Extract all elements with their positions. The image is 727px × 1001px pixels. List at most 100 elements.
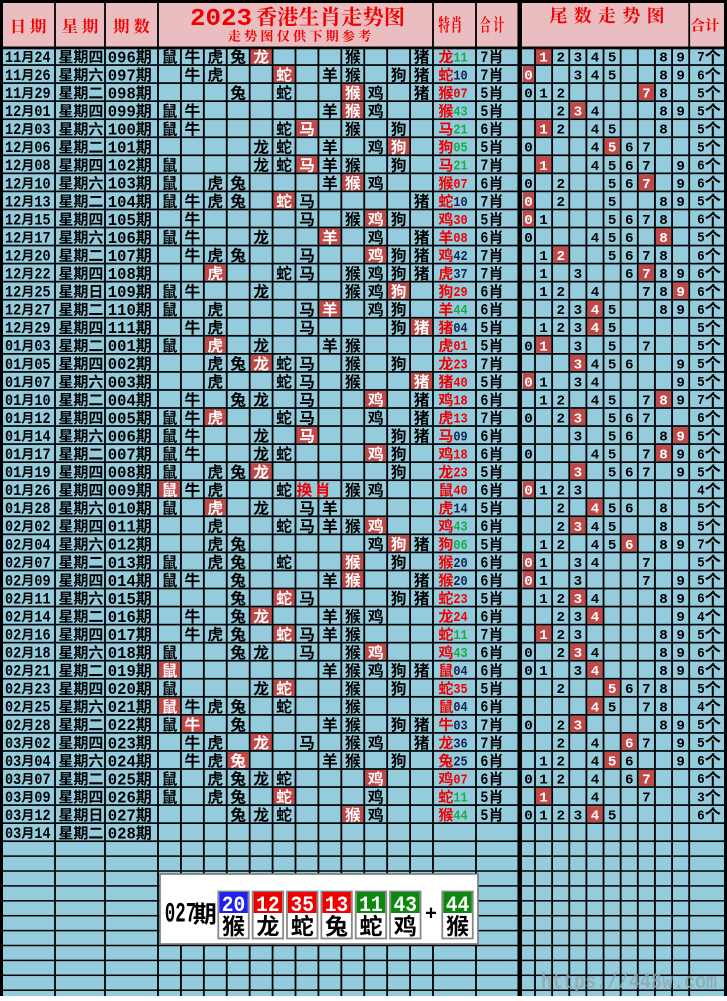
svg-text:7: 7 — [642, 700, 651, 716]
svg-text:6: 6 — [480, 663, 488, 681]
svg-text:6: 6 — [480, 608, 488, 626]
svg-text:01: 01 — [5, 500, 21, 518]
svg-text:0: 0 — [524, 87, 533, 103]
svg-text:03: 03 — [5, 807, 21, 825]
svg-text:3: 3 — [574, 592, 583, 608]
svg-text:44: 44 — [453, 303, 468, 319]
svg-text:2: 2 — [556, 303, 565, 319]
svg-text:9: 9 — [676, 646, 685, 662]
svg-text:02: 02 — [34, 735, 50, 753]
svg-text:009: 009 — [108, 483, 136, 502]
svg-text:2: 2 — [556, 592, 565, 608]
svg-text:5: 5 — [480, 500, 488, 518]
svg-text:0: 0 — [524, 574, 533, 590]
svg-text:03: 03 — [5, 771, 21, 789]
svg-text:5: 5 — [480, 338, 488, 356]
svg-text:107: 107 — [108, 248, 136, 267]
svg-text:40: 40 — [453, 484, 467, 500]
svg-text:110: 110 — [108, 302, 136, 321]
svg-text:6: 6 — [625, 538, 634, 554]
svg-text:6: 6 — [480, 229, 488, 247]
svg-text:5: 5 — [480, 807, 488, 825]
svg-text:08: 08 — [453, 231, 467, 247]
svg-text:43: 43 — [394, 893, 418, 918]
svg-text:2: 2 — [556, 321, 565, 337]
svg-text:1: 1 — [539, 754, 548, 770]
svg-text:27: 27 — [34, 302, 50, 320]
svg-text:5: 5 — [608, 213, 617, 229]
svg-text:9: 9 — [676, 375, 685, 391]
svg-text:5: 5 — [480, 681, 488, 699]
svg-text:01: 01 — [5, 392, 21, 410]
svg-text:10: 10 — [34, 392, 50, 410]
svg-text:03: 03 — [5, 789, 21, 807]
svg-text:02: 02 — [5, 663, 21, 681]
svg-text:6: 6 — [480, 302, 488, 320]
svg-text:4: 4 — [591, 123, 600, 139]
svg-text:25: 25 — [453, 754, 467, 770]
svg-text:8: 8 — [659, 69, 668, 85]
svg-text:02: 02 — [5, 536, 21, 554]
svg-text:20: 20 — [453, 556, 467, 572]
svg-text:11: 11 — [359, 893, 383, 918]
svg-text:6: 6 — [697, 448, 705, 463]
svg-text:12: 12 — [34, 807, 50, 825]
svg-text:4: 4 — [591, 646, 600, 662]
svg-text:3: 3 — [574, 411, 583, 427]
svg-text:21: 21 — [453, 123, 467, 139]
svg-text:3: 3 — [574, 556, 583, 572]
svg-text:4: 4 — [591, 791, 600, 807]
svg-text:100: 100 — [108, 122, 136, 141]
svg-text:1: 1 — [539, 772, 548, 788]
svg-text:8: 8 — [659, 592, 668, 608]
svg-text:35: 35 — [290, 893, 314, 918]
svg-text:0: 0 — [524, 375, 533, 391]
svg-text:11: 11 — [453, 790, 467, 806]
svg-text:4: 4 — [591, 50, 600, 66]
svg-text:101: 101 — [108, 140, 136, 159]
svg-text:2: 2 — [556, 754, 565, 770]
svg-text:01: 01 — [5, 374, 21, 392]
svg-text:7: 7 — [480, 193, 488, 211]
svg-text:11: 11 — [5, 85, 21, 103]
svg-text:5: 5 — [697, 196, 705, 211]
svg-text:018: 018 — [108, 645, 136, 664]
svg-text:4: 4 — [697, 611, 705, 626]
svg-text:4: 4 — [591, 502, 600, 518]
svg-text:1: 1 — [539, 809, 548, 825]
svg-text:2: 2 — [556, 484, 565, 500]
svg-text:5: 5 — [697, 430, 705, 445]
svg-text:5: 5 — [608, 809, 617, 825]
svg-text:7: 7 — [642, 87, 651, 103]
svg-text:5: 5 — [697, 322, 705, 337]
svg-text:6: 6 — [480, 771, 488, 789]
svg-text:6: 6 — [697, 665, 705, 680]
svg-text:6: 6 — [480, 572, 488, 590]
svg-text:5: 5 — [608, 466, 617, 482]
svg-text:9: 9 — [676, 466, 685, 482]
svg-text:008: 008 — [108, 465, 136, 484]
svg-text:9: 9 — [676, 628, 685, 644]
svg-text:37: 37 — [453, 267, 467, 283]
svg-text:04: 04 — [453, 700, 468, 716]
svg-text:04: 04 — [34, 753, 50, 771]
svg-text:2: 2 — [556, 195, 565, 211]
svg-text:12: 12 — [5, 157, 21, 175]
svg-text:004: 004 — [108, 392, 136, 411]
svg-text:3: 3 — [574, 430, 583, 446]
svg-text:5: 5 — [480, 103, 488, 121]
svg-text:4: 4 — [591, 754, 600, 770]
svg-text:8: 8 — [659, 538, 668, 554]
svg-text:4: 4 — [591, 610, 600, 626]
svg-text:7: 7 — [642, 411, 651, 427]
svg-text:12: 12 — [5, 193, 21, 211]
svg-text:4: 4 — [697, 701, 705, 716]
svg-text:3: 3 — [574, 809, 583, 825]
svg-text:7: 7 — [697, 51, 705, 66]
svg-text:6: 6 — [697, 250, 705, 265]
svg-text:2: 2 — [556, 628, 565, 644]
svg-text:9: 9 — [676, 430, 685, 446]
svg-text:6: 6 — [625, 213, 634, 229]
svg-text:12: 12 — [5, 121, 21, 139]
svg-text:5: 5 — [697, 557, 705, 572]
